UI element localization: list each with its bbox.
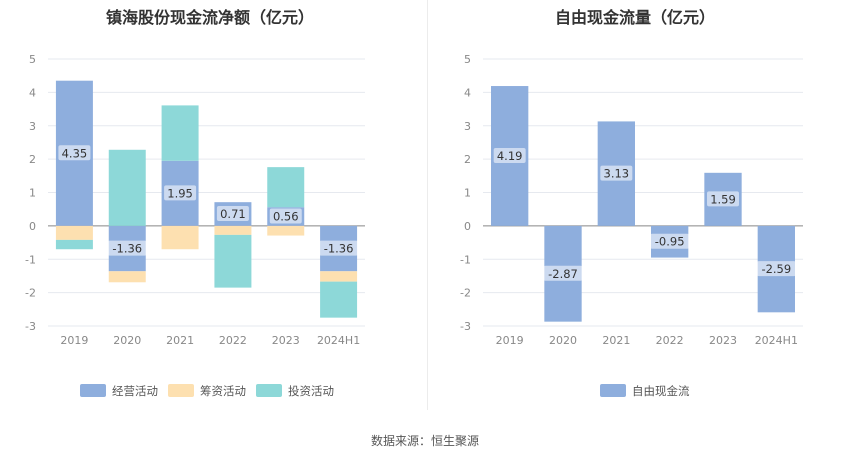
x-tick-label: 2022	[656, 334, 684, 347]
x-tick-label: 2023	[709, 334, 737, 347]
legend-label: 自由现金流	[632, 384, 690, 398]
bar-投资活动	[55, 239, 93, 250]
x-tick-label: 2019	[60, 334, 88, 347]
data-label-bg	[543, 265, 583, 281]
data-label: 4.19	[497, 149, 523, 163]
y-tick-label: -1	[25, 253, 36, 266]
x-tick-label: 2021	[602, 334, 630, 347]
bar-筹资活动	[108, 271, 146, 283]
chart-2: 5 4 3 2 1 0 -1 -2 -3 2019 2020 2021 2022 2023 2024H1 4.…	[460, 53, 803, 398]
data-label-bg	[319, 240, 359, 256]
data-label: 1.95	[167, 186, 193, 200]
bar-投资活动	[108, 149, 146, 226]
bar-投资活动	[320, 281, 358, 318]
data-label-bg	[269, 208, 302, 224]
y-tick-label: 5	[464, 53, 471, 66]
y-tick-label: -2	[25, 287, 36, 300]
legend-label: 投资活动	[288, 384, 334, 398]
legend-swatch	[600, 384, 626, 397]
y-tick-label: 0	[29, 220, 36, 233]
x-tick-label: 2019	[496, 334, 524, 347]
data-label-bg	[164, 185, 197, 201]
right-chart-title: 自由现金流量（亿元）	[554, 8, 715, 27]
y-tick-label: -1	[460, 253, 471, 266]
data-label-bg	[493, 147, 526, 163]
x-tick-label: 2020	[549, 334, 577, 347]
data-label: -2.87	[548, 267, 578, 281]
data-label-bg	[707, 191, 739, 207]
legend-swatch	[256, 384, 282, 397]
y-tick-label: 3	[29, 120, 36, 133]
x-tick-label: 2020	[113, 334, 141, 347]
legend-label: 筹资活动	[200, 384, 246, 398]
y-tick-label: -2	[460, 287, 471, 300]
data-label-bg	[650, 233, 690, 249]
bar-筹资活动	[161, 225, 199, 250]
data-label: -2.59	[761, 262, 791, 276]
data-label: 0.56	[273, 210, 299, 224]
data-label: -0.95	[655, 235, 685, 249]
data-label: 1.59	[710, 192, 736, 206]
bar-筹资活动	[320, 271, 358, 282]
bar-投资活动	[161, 105, 199, 161]
y-tick-label: 2	[29, 153, 36, 166]
data-label-bg	[216, 206, 249, 222]
y-tick-label: 4	[464, 86, 471, 99]
chart-divider	[427, 0, 428, 410]
y-tick-label: 1	[29, 187, 36, 200]
data-label: -1.36	[324, 242, 354, 256]
data-source: 数据来源：恒生聚源	[370, 434, 479, 448]
y-tick-label: 4	[29, 86, 36, 99]
bar-筹资活动	[267, 225, 305, 236]
legend-swatch	[168, 384, 194, 397]
bar-投资活动	[267, 167, 305, 208]
bar-筹资活动	[55, 225, 93, 240]
y-tick-label: 2	[464, 153, 471, 166]
legend-swatch	[80, 384, 106, 397]
x-tick-label: 2022	[219, 334, 247, 347]
x-tick-label: 2021	[166, 334, 194, 347]
data-label-bg	[600, 165, 633, 181]
chart-1: 5 4 3 2 1 0 -1 -2 -3 2019 2020 2021 2022 2023 2024H1 4.…	[25, 53, 365, 398]
bar-筹资活动	[214, 225, 252, 235]
y-tick-label: 1	[464, 187, 471, 200]
data-label-bg	[756, 261, 796, 277]
legend-label: 经营活动	[112, 384, 158, 398]
y-tick-label: 5	[29, 53, 36, 66]
left-chart-title: 镇海股份现金流净额（亿元）	[105, 8, 314, 27]
data-label-bg	[107, 240, 147, 256]
data-label: 0.71	[220, 207, 246, 221]
x-tick-label: 2024H1	[755, 334, 798, 347]
y-tick-label: -3	[460, 320, 471, 333]
bar-投资活动	[214, 234, 252, 288]
x-tick-label: 2023	[272, 334, 300, 347]
data-label: 4.35	[62, 146, 88, 160]
data-label: -1.36	[112, 242, 142, 256]
data-label-bg	[58, 145, 91, 161]
y-tick-label: -3	[25, 320, 36, 333]
y-tick-label: 3	[464, 120, 471, 133]
data-label: 3.13	[604, 167, 630, 181]
x-tick-label: 2024H1	[317, 334, 360, 347]
y-tick-label: 0	[464, 220, 471, 233]
